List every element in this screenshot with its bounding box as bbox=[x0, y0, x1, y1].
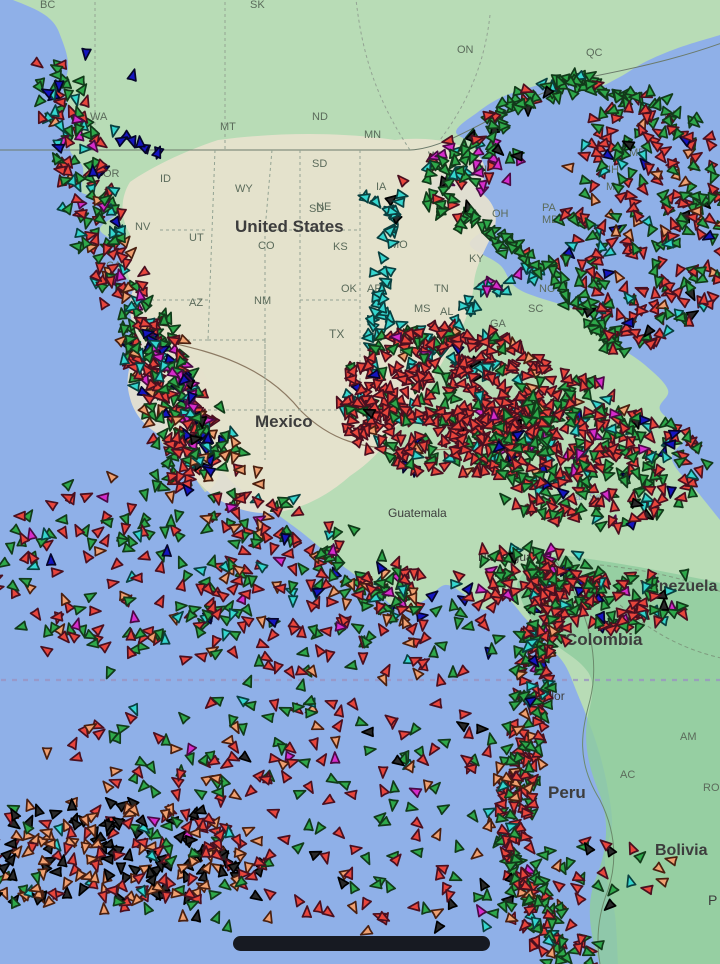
svg-text:Mexico: Mexico bbox=[255, 412, 313, 431]
svg-text:OK: OK bbox=[341, 283, 358, 295]
svg-text:NV: NV bbox=[135, 221, 151, 233]
svg-text:Guatemala: Guatemala bbox=[388, 506, 447, 520]
svg-text:ON: ON bbox=[457, 44, 474, 56]
svg-text:WY: WY bbox=[235, 183, 253, 195]
svg-text:Colombia: Colombia bbox=[565, 630, 643, 649]
svg-text:TX: TX bbox=[329, 327, 344, 341]
svg-text:ID: ID bbox=[160, 173, 171, 185]
svg-text:IA: IA bbox=[376, 181, 387, 193]
svg-text:PA: PA bbox=[542, 202, 557, 214]
svg-text:Bolivia: Bolivia bbox=[655, 842, 708, 859]
svg-text:AL: AL bbox=[440, 306, 453, 318]
svg-text:KY: KY bbox=[469, 253, 484, 265]
svg-text:MT: MT bbox=[220, 121, 236, 133]
svg-text:AZ: AZ bbox=[189, 297, 203, 309]
svg-text:KS: KS bbox=[333, 241, 348, 253]
svg-text:QC: QC bbox=[586, 47, 603, 59]
svg-text:Peru: Peru bbox=[548, 783, 586, 802]
svg-text:OH: OH bbox=[492, 208, 509, 220]
svg-text:UT: UT bbox=[189, 232, 204, 244]
svg-text:BC: BC bbox=[40, 0, 55, 11]
svg-text:NM: NM bbox=[254, 295, 271, 307]
svg-text:P: P bbox=[708, 892, 717, 908]
svg-text:SK: SK bbox=[250, 0, 265, 11]
svg-text:TN: TN bbox=[434, 283, 449, 295]
svg-text:MS: MS bbox=[414, 303, 431, 315]
svg-text:AM: AM bbox=[680, 731, 697, 743]
svg-text:MN: MN bbox=[364, 129, 381, 141]
svg-text:AC: AC bbox=[620, 769, 635, 781]
svg-text:CO: CO bbox=[258, 240, 275, 252]
svg-text:SC: SC bbox=[528, 303, 543, 315]
svg-text:SD: SD bbox=[309, 203, 324, 215]
svg-text:SD: SD bbox=[312, 158, 327, 170]
svg-text:ND: ND bbox=[312, 111, 328, 123]
svg-text:United States: United States bbox=[235, 217, 344, 236]
svg-text:RO: RO bbox=[703, 782, 720, 794]
